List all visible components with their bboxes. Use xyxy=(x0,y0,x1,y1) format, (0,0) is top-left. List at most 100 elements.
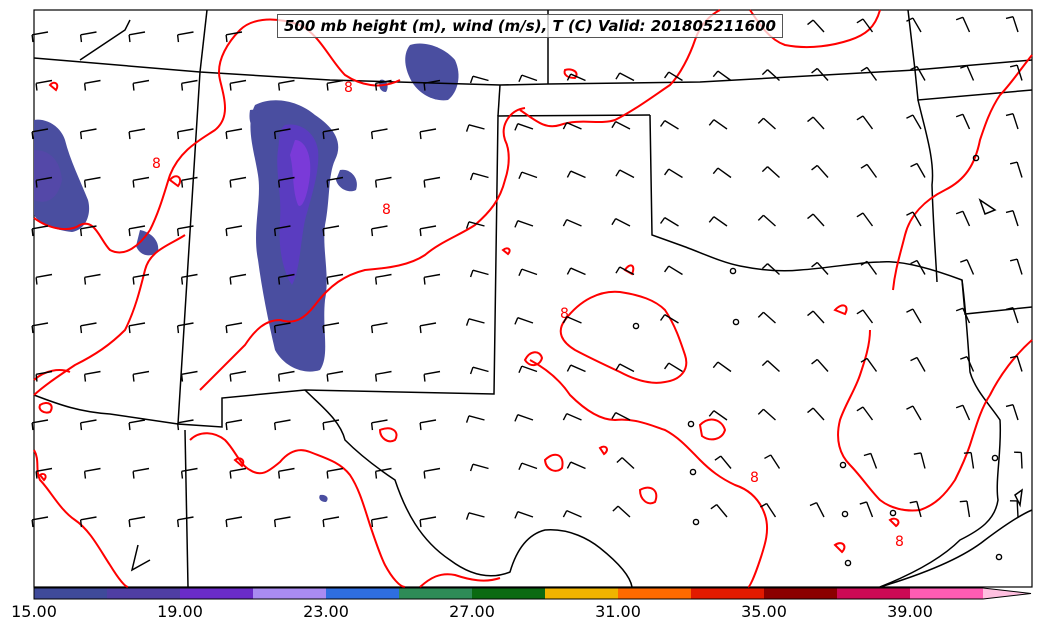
colorbar xyxy=(33,587,1032,600)
calm-wind-circle-icon xyxy=(995,553,1003,561)
wind-barb-icon xyxy=(132,176,150,188)
wind-barb-icon xyxy=(807,213,825,227)
wind-barb-icon xyxy=(514,511,534,519)
wind-barb-icon xyxy=(955,16,971,33)
contour-label: 8 xyxy=(344,80,353,96)
wind-barb-icon xyxy=(128,31,146,43)
wind-barb-icon xyxy=(469,269,489,278)
wind-barb-icon xyxy=(322,128,340,140)
wind-barb-icon xyxy=(761,166,780,179)
wind-barb-icon xyxy=(277,467,295,479)
calm-wind-circle-icon xyxy=(689,468,697,476)
wind-barb-icon xyxy=(562,510,582,518)
map-title: 500 mb height (m), wind (m/s), T (C) Val… xyxy=(277,14,783,38)
wind-barb-icon xyxy=(909,500,922,518)
wind-barb-icon xyxy=(757,311,776,324)
wind-barb-icon xyxy=(83,176,101,188)
wind-barb-icon xyxy=(863,452,878,469)
wind-barb-icon xyxy=(176,128,194,140)
wind-barb-icon xyxy=(811,67,829,81)
colorbar-segment xyxy=(618,588,692,599)
wind-barb-icon xyxy=(1005,15,1019,33)
wind-barb-icon xyxy=(514,317,534,325)
wind-barb-icon xyxy=(807,407,825,421)
wind-barb-icon xyxy=(860,260,878,275)
wind-barb-icon xyxy=(35,273,53,285)
wind-barb-icon xyxy=(963,451,975,469)
wind-barb-icon xyxy=(374,370,392,382)
temperature-contours xyxy=(33,9,1033,588)
wind-barb-icon xyxy=(664,71,683,82)
wind-barb-icon xyxy=(1014,451,1023,469)
wind-barb-icon xyxy=(132,370,150,382)
wind-barb-icon xyxy=(277,273,295,285)
wind-barb-icon xyxy=(910,162,926,178)
wind-barb-icon xyxy=(518,171,538,180)
wind-barb-icon xyxy=(611,217,631,227)
wind-barb-icon xyxy=(132,79,150,91)
calm-wind-circle-icon xyxy=(972,154,980,162)
wind-barb-icon xyxy=(469,172,489,181)
wind-barb-icon xyxy=(710,504,728,518)
wind-barb-icon xyxy=(910,356,926,372)
wind-barb-icon xyxy=(79,322,97,334)
wind-barb-icon xyxy=(83,467,101,479)
wind-barb-icon xyxy=(811,164,829,178)
wind-barb-icon xyxy=(518,462,538,471)
wind-barb-icon xyxy=(180,370,198,382)
wind-barb-icon xyxy=(469,366,489,375)
wind-barb-icon xyxy=(31,31,49,43)
wind-barb-icon xyxy=(31,322,49,334)
colorbar-segment xyxy=(545,588,619,599)
wind-barb-icon xyxy=(856,115,874,130)
wind-barb-icon xyxy=(611,411,631,421)
wind-barb-icon xyxy=(423,79,441,91)
wind-barb-icon xyxy=(757,214,776,227)
wind-barb-icon xyxy=(757,408,776,421)
wind-barb-icon xyxy=(856,18,874,33)
contour-label: 8 xyxy=(895,534,904,550)
wind-barb-icon xyxy=(326,176,344,188)
wind-barb-icon xyxy=(326,467,344,479)
wind-barb-icon xyxy=(955,307,971,324)
wind-barb-icon xyxy=(1009,355,1023,372)
wind-barb-icon xyxy=(960,65,975,81)
wind-barb-icon xyxy=(906,405,922,421)
colorbar-tick-label: 27.00 xyxy=(449,602,495,621)
wind-barb-icon xyxy=(35,79,53,91)
wind-barb-icon xyxy=(326,370,344,382)
wind-barb-icon xyxy=(465,415,485,423)
wind-barb-icon xyxy=(664,265,683,276)
wind-barb-icon xyxy=(229,370,247,382)
wind-barb-icon xyxy=(423,273,441,285)
wind-barb-icon xyxy=(906,114,922,130)
wind-barb-icon xyxy=(180,176,198,188)
colorbar-segment xyxy=(399,588,473,599)
calm-wind-circle-icon xyxy=(729,267,737,275)
wind-barb-icon xyxy=(712,70,732,82)
colorbar-segment xyxy=(180,588,254,599)
wind-barb-icon xyxy=(128,322,146,334)
colorbar-tick-label: 19.00 xyxy=(157,602,203,621)
wind-barb-icon xyxy=(419,128,437,140)
wind-barb-icon xyxy=(225,31,243,43)
wind-barb-icon xyxy=(1009,258,1023,275)
wind-barb-icon xyxy=(374,79,392,91)
wind-barb-icon xyxy=(955,404,971,421)
wind-barb-icon xyxy=(128,225,146,237)
colorbar-tick-label: 35.00 xyxy=(741,602,787,621)
colorbar-extend-arrow xyxy=(983,588,1031,599)
wind-barb-icon xyxy=(514,123,534,131)
wind-barb-icon xyxy=(469,75,489,84)
wind-barb-icon xyxy=(860,66,878,81)
wind-barb-icon xyxy=(128,128,146,140)
wind-barb-icon xyxy=(31,128,49,140)
wind-barb-icon xyxy=(659,217,679,227)
wind-barb-icon xyxy=(714,455,732,469)
wind-barb-icon xyxy=(132,467,150,479)
wind-barb-icon xyxy=(79,128,97,140)
wind-barb-icon xyxy=(225,225,243,237)
wind-barb-icon xyxy=(469,463,489,472)
colorbar-segment xyxy=(691,588,765,599)
wind-barb-icon xyxy=(562,413,582,421)
